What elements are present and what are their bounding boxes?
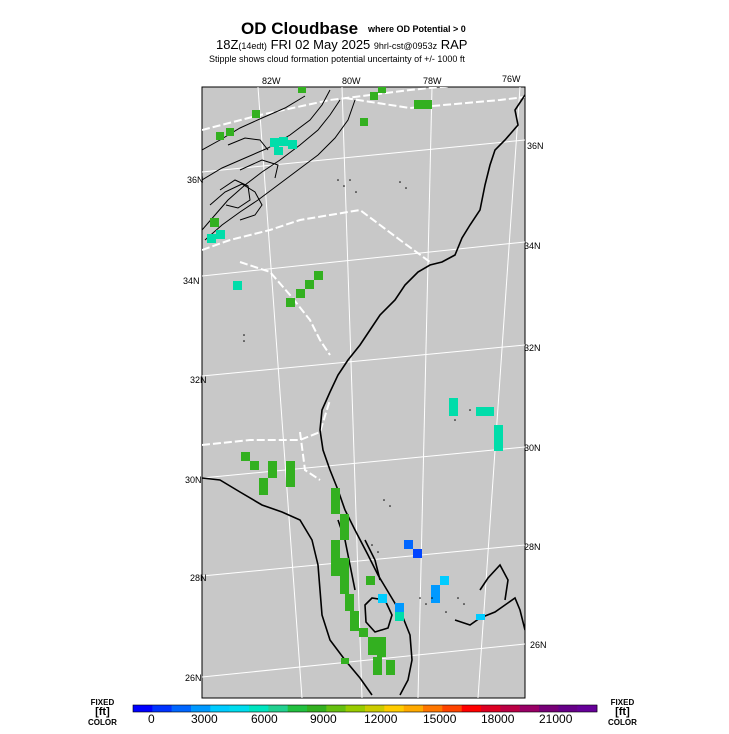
colorbar (132, 704, 598, 713)
colorbar-swatch (461, 705, 482, 712)
colorbar-swatch (249, 705, 269, 712)
colorbar-tick-6000: 6000 (251, 712, 278, 726)
lon-label-80w: 80W (342, 76, 361, 86)
lon-label-82w: 82W (262, 76, 281, 86)
lat-label-left-34n: 34N (183, 276, 200, 286)
lat-label-left-28n: 28N (190, 573, 207, 583)
colorbar-swatch (558, 705, 578, 712)
colorbar-tick-18000: 18000 (481, 712, 515, 726)
colorbar-swatch (152, 705, 172, 712)
lon-label-78w: 78W (423, 76, 442, 86)
lon-label-76w: 76W (502, 74, 521, 84)
coastline (202, 94, 525, 696)
colorbar-swatch (423, 705, 443, 712)
colorbar-swatch (519, 705, 540, 712)
local-time: (14edt) (238, 41, 267, 51)
colorbar-swatch (384, 705, 404, 712)
colorbar-swatch (229, 705, 250, 712)
colorbar-swatch (287, 705, 308, 712)
lat-label-left-30n: 30N (185, 475, 202, 485)
colorbar-swatch (345, 705, 366, 712)
colorbar-swatch (133, 705, 153, 712)
colorbar-frame (132, 704, 598, 713)
colorbar-tick-12000: 12000 (364, 712, 398, 726)
colorbar-swatch (500, 705, 520, 712)
stipple-note: Stipple shows cloud formation potential … (209, 54, 465, 64)
colorbar-swatch (403, 705, 424, 712)
stipple-dots (243, 179, 471, 613)
forecast-cycle: 9hrl-cst@0953z (373, 41, 438, 51)
graticule-lines (202, 87, 525, 698)
lat-label-right-34n: 34N (524, 241, 541, 251)
valid-date: FRI 02 May 2025 (270, 37, 371, 52)
map-background (201, 86, 526, 699)
chart-title-condition: where OD Potential > 0 (368, 24, 466, 34)
colorbar-swatch (539, 705, 559, 712)
lat-label-right-30n: 30N (524, 443, 541, 453)
colorbar-right-label: FIXED [ft] COLOR (608, 698, 637, 727)
colorbar-swatch (442, 705, 462, 712)
lat-label-right-36n: 36N (527, 141, 544, 151)
colorbar-swatch (481, 705, 501, 712)
model-name: RAP (440, 37, 468, 52)
lat-label-right-26n: 26N (530, 640, 547, 650)
forecast-time-line: 18Z(14edt) FRI 02 May 2025 9hrl-cst@0953… (216, 37, 467, 52)
lat-label-left-26n: 26N (185, 673, 202, 683)
terrain-contours (202, 89, 356, 241)
colorbar-swatch (191, 705, 211, 712)
chart-title: OD Cloudbase (241, 19, 359, 38)
lat-label-left-32n: 32N (190, 375, 207, 385)
colorbar-swatch (210, 705, 230, 712)
colorbar-swatch (171, 705, 192, 712)
lat-label-left-36n: 36N (187, 175, 204, 185)
valid-time: 18Z (216, 37, 239, 52)
colorbar-swatch (365, 705, 385, 712)
colorbar-tick-3000: 3000 (191, 712, 218, 726)
state-boundaries (202, 87, 525, 481)
colorbar-swatch (326, 705, 346, 712)
colorbar-swatch (307, 705, 327, 712)
colorbar-swatch (268, 705, 288, 712)
colorbar-tick-0: 0 (148, 712, 155, 726)
colorbar-left-label: FIXED [ft] COLOR (88, 698, 117, 727)
colorbar-tick-9000: 9000 (310, 712, 337, 726)
lat-label-right-28n: 28N (524, 542, 541, 552)
lat-label-right-32n: 32N (524, 343, 541, 353)
cloudbase-cells (207, 87, 503, 675)
colorbar-tick-15000: 15000 (423, 712, 457, 726)
colorbar-swatch (577, 705, 598, 712)
colorbar-tick-21000: 21000 (539, 712, 573, 726)
